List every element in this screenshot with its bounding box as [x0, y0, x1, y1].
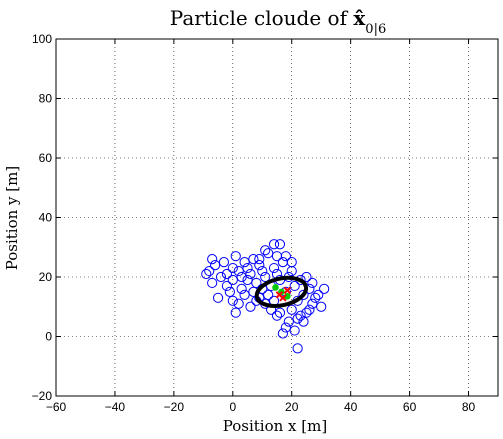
x-tick-label: 80: [462, 400, 476, 414]
particle-marker: [242, 274, 253, 286]
y-tick-label: 20: [39, 270, 53, 284]
center-red-marker: [275, 291, 284, 299]
particle-marker: [268, 262, 280, 274]
particle-markers: [201, 239, 330, 354]
particle-marker: [295, 310, 306, 321]
tick-marks: [55, 38, 498, 397]
particle-marker: [319, 283, 330, 294]
particle-marker: [212, 292, 224, 303]
particle-marker: [286, 257, 297, 268]
particle-marker: [207, 254, 218, 265]
particle-marker: [307, 298, 318, 309]
particle-marker: [239, 289, 250, 300]
particle-marker: [230, 251, 241, 262]
particle-marker: [280, 251, 291, 262]
particle-marker: [230, 307, 241, 318]
x-tick-label: 40: [344, 400, 358, 414]
x-tick-label: 60: [403, 400, 417, 414]
covariance-ellipse: [254, 275, 309, 308]
y-tick-label: 80: [39, 92, 53, 106]
particle-marker: [224, 286, 235, 297]
y-tick-label: 60: [39, 151, 53, 165]
y-axis-label: Position y [m]: [3, 166, 21, 270]
particle-marker: [254, 260, 265, 271]
particle-marker: [236, 271, 247, 283]
particle-marker: [292, 313, 303, 324]
particle-marker: [221, 268, 233, 280]
particle-marker: [242, 262, 253, 274]
particle-marker: [245, 301, 256, 312]
particle-marker: [218, 257, 230, 268]
particle-marker: [301, 307, 312, 318]
particle-marker: [204, 265, 215, 277]
particle-marker: [301, 271, 312, 283]
particle-marker: [263, 248, 274, 259]
x-tick-label: −40: [105, 400, 126, 414]
y-tick-labels: −20 0 20 40 60 80 100: [32, 32, 53, 403]
y-tick-label: −20: [32, 389, 53, 403]
particle-marker: [310, 292, 321, 303]
particle-marker: [254, 254, 265, 265]
chart-title-subscript: 0|6: [365, 22, 386, 37]
y-tick-label: 0: [45, 330, 52, 344]
particle-marker: [316, 301, 327, 312]
particle-marker: [236, 283, 247, 294]
particle-marker: [277, 328, 288, 339]
particle-marker: [233, 298, 244, 309]
particle-marker: [289, 280, 300, 292]
particle-marker: [257, 265, 268, 277]
particle-marker: [298, 316, 309, 327]
particle-marker: [239, 257, 250, 268]
chart-title-symbol: x̂: [353, 6, 366, 30]
particle-marker: [292, 343, 303, 354]
particle-marker: [313, 289, 324, 300]
particle-marker: [271, 251, 283, 262]
particle-marker: [286, 304, 297, 315]
particle-marker: [227, 262, 238, 274]
particle-marker: [289, 325, 300, 336]
particle-marker: [227, 295, 238, 306]
particle-marker: [304, 304, 315, 315]
particle-marker: [268, 239, 280, 250]
chart-title: Particle cloude of x̂0|6: [170, 6, 386, 37]
y-tick-label: 100: [32, 32, 52, 46]
center-red-marker: [283, 286, 292, 295]
particle-marker: [245, 268, 256, 280]
particle-marker: [274, 307, 286, 318]
x-tick-label: −20: [164, 400, 185, 414]
particle-marker: [260, 271, 271, 283]
particle-marker: [215, 271, 227, 283]
particle-marker: [307, 277, 318, 289]
center-green-marker: [272, 284, 279, 291]
particle-marker: [251, 277, 262, 289]
particle-marker: [263, 289, 274, 300]
grid-lines: [56, 39, 498, 396]
particle-marker: [280, 322, 291, 333]
particle-marker: [221, 280, 233, 292]
x-tick-label: −60: [46, 400, 67, 414]
particle-marker: [207, 277, 218, 289]
particle-marker: [210, 260, 221, 271]
x-tick-labels: −60 −40 −20 0 20 40 60 80: [46, 400, 476, 414]
particle-marker: [227, 274, 238, 286]
particle-marker: [283, 316, 294, 327]
particle-marker: [274, 239, 286, 250]
x-axis-label: Position x [m]: [223, 417, 327, 435]
chart-title-prefix: Particle cloude of: [170, 6, 354, 30]
particle-marker: [233, 265, 244, 277]
particle-marker: [298, 289, 309, 300]
center-markers: [272, 284, 292, 302]
particle-marker: [248, 254, 259, 265]
y-tick-label: 40: [39, 211, 53, 225]
particle-marker: [277, 257, 288, 268]
particle-marker: [271, 310, 283, 321]
particle-marker: [260, 245, 271, 256]
covariance-ellipse-group: [254, 275, 309, 308]
x-tick-label: 0: [229, 400, 236, 414]
particle-marker: [201, 268, 212, 280]
x-tick-label: 20: [285, 400, 299, 414]
